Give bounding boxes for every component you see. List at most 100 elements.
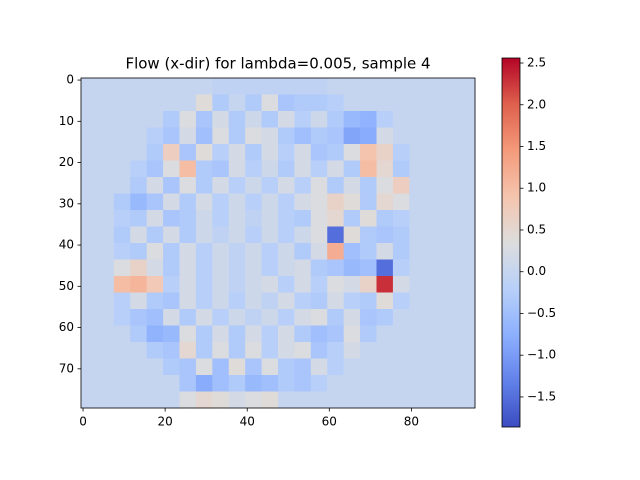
heatmap-cell <box>360 193 377 211</box>
heatmap-cell <box>360 144 377 161</box>
heatmap-cell <box>81 193 98 211</box>
colorbar-tick-label: 0.5 <box>527 222 546 236</box>
heatmap-cell <box>425 144 443 161</box>
heatmap-cell <box>195 94 213 112</box>
heatmap-cell <box>310 226 328 244</box>
colorbar-tick-label: −0.5 <box>527 306 556 320</box>
heatmap-cell <box>179 210 197 227</box>
heatmap-cell <box>343 226 361 244</box>
heatmap-cell <box>228 292 246 310</box>
heatmap-cell <box>195 111 213 128</box>
heatmap-cell <box>327 127 345 145</box>
heatmap-cell <box>327 226 345 244</box>
heatmap-cell <box>212 144 230 161</box>
heatmap-cell <box>113 391 131 409</box>
heatmap-cell <box>409 358 427 376</box>
heatmap-cell <box>310 193 328 211</box>
heatmap-cell <box>442 193 460 211</box>
heatmap-cell <box>245 127 263 145</box>
heatmap-cell <box>442 391 460 409</box>
heatmap-cell <box>343 292 361 310</box>
heatmap-cell <box>212 210 230 227</box>
heatmap-cell <box>179 375 197 392</box>
heatmap-cell <box>130 193 148 211</box>
heatmap-cell <box>294 243 312 260</box>
heatmap-cell <box>81 276 98 293</box>
heatmap-cell <box>343 276 361 293</box>
heatmap-cell <box>212 160 230 178</box>
heatmap-cell <box>278 177 295 194</box>
heatmap-cell <box>360 358 377 376</box>
heatmap-cell <box>442 358 460 376</box>
heatmap-cell <box>130 177 148 194</box>
heatmap-cell <box>81 111 98 128</box>
heatmap-cell <box>409 259 427 277</box>
heatmap-cell <box>130 78 148 95</box>
heatmap-cell <box>228 226 246 244</box>
heatmap-cell <box>195 342 213 359</box>
heatmap-cell <box>376 325 394 343</box>
heatmap-cell <box>458 78 476 95</box>
heatmap-cell <box>261 309 279 326</box>
heatmap-cell <box>327 325 345 343</box>
heatmap-cell <box>310 111 328 128</box>
heatmap-cell <box>310 210 328 227</box>
y-tick-label: 30 <box>59 196 74 210</box>
heatmap-cell <box>294 292 312 310</box>
heatmap-cell <box>261 193 279 211</box>
heatmap-cell <box>163 177 180 194</box>
heatmap-cell <box>425 193 443 211</box>
heatmap-cell <box>278 292 295 310</box>
heatmap-cell <box>163 127 180 145</box>
heatmap-cell <box>343 193 361 211</box>
heatmap-cell <box>343 111 361 128</box>
heatmap-cell <box>179 127 197 145</box>
heatmap-cell <box>261 144 279 161</box>
heatmap-cell <box>97 375 115 392</box>
heatmap-cell <box>245 94 263 112</box>
heatmap-cell <box>442 111 460 128</box>
heatmap-cell <box>228 144 246 161</box>
heatmap-cell <box>376 193 394 211</box>
axes-frame <box>80 77 476 409</box>
heatmap-cell <box>294 160 312 178</box>
heatmap-cell <box>130 276 148 293</box>
heatmap-cell <box>113 292 131 310</box>
heatmap-cell <box>130 160 148 178</box>
heatmap-cell <box>81 243 98 260</box>
heatmap-cell <box>360 78 377 95</box>
heatmap-cell <box>163 325 180 343</box>
heatmap-cell <box>146 309 164 326</box>
heatmap-cell <box>81 342 98 359</box>
heatmap-cell <box>343 342 361 359</box>
heatmap-cell <box>442 259 460 277</box>
heatmap-cell <box>113 342 131 359</box>
heatmap-cell <box>278 127 295 145</box>
heatmap-cell <box>113 193 131 211</box>
y-tick-label: 0 <box>66 73 74 87</box>
heatmap-cell <box>425 259 443 277</box>
heatmap-cell <box>130 325 148 343</box>
heatmap-cell <box>310 292 328 310</box>
heatmap-cell <box>163 78 180 95</box>
heatmap-cell <box>425 375 443 392</box>
heatmap-cell <box>245 375 263 392</box>
heatmap-cell <box>409 177 427 194</box>
heatmap-cell <box>442 276 460 293</box>
heatmap-cell <box>146 193 164 211</box>
heatmap-cell <box>113 358 131 376</box>
heatmap-cell <box>113 276 131 293</box>
heatmap-cell <box>294 226 312 244</box>
heatmap-cell <box>360 127 377 145</box>
heatmap-cell <box>343 210 361 227</box>
colorbar-tick-label: −1.0 <box>527 348 556 362</box>
heatmap-cell <box>278 309 295 326</box>
heatmap-cell <box>310 325 328 343</box>
heatmap-cell <box>327 342 345 359</box>
heatmap-cell <box>392 111 410 128</box>
heatmap-cell <box>245 391 263 409</box>
heatmap-cell <box>458 243 476 260</box>
heatmap-cell <box>179 309 197 326</box>
heatmap-cell <box>113 226 131 244</box>
heatmap-cell <box>195 193 213 211</box>
